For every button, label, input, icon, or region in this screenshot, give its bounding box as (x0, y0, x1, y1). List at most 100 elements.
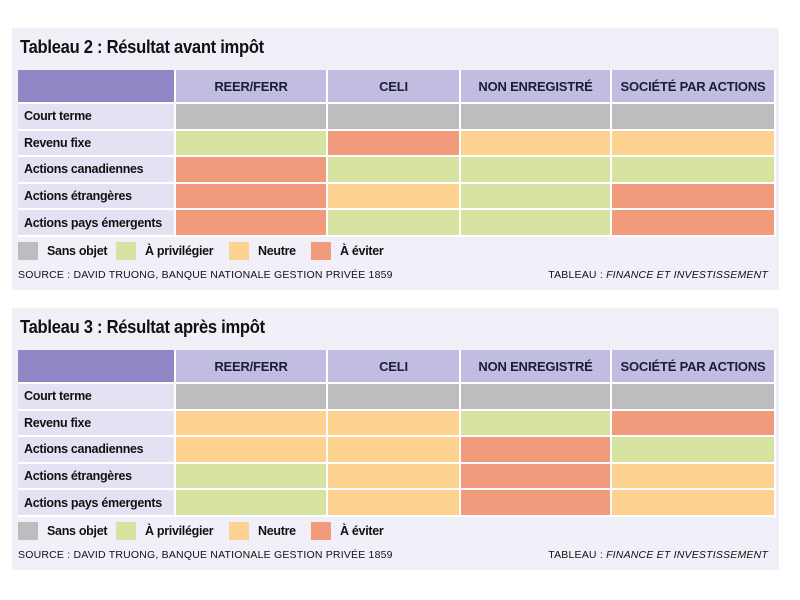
credit-note: TABLEAU : FINANCE ET INVESTISSEMENT (548, 549, 768, 561)
legend-label: Sans objet (47, 524, 108, 538)
legend-item: À éviter (311, 241, 384, 261)
rating-cell (176, 463, 326, 489)
rating-cell (461, 490, 610, 515)
legend-label: Neutre (258, 524, 296, 538)
column-header: NON ENREGISTRÉ (461, 350, 610, 382)
rating-cell (328, 490, 459, 515)
legend-label: Neutre (258, 244, 296, 258)
rating-cell (612, 104, 774, 129)
legend-item: À éviter (311, 521, 384, 541)
rating-cell (176, 130, 326, 156)
legend-label: À éviter (340, 244, 384, 258)
rating-cell (176, 183, 326, 209)
rating-cell (176, 384, 326, 409)
rating-cell (176, 210, 326, 235)
source-note: SOURCE : DAVID TRUONG, BANQUE NATIONALE … (18, 549, 393, 561)
column-header: REER/FERR (176, 350, 326, 382)
table-panel-before-tax: Tableau 2 : Résultat avant impôt REER/FE… (12, 28, 779, 290)
rating-cell (612, 463, 774, 489)
credit-prefix: TABLEAU : (548, 549, 607, 561)
rating-cell (176, 157, 326, 182)
rating-cell (612, 157, 774, 182)
rating-cell (176, 437, 326, 462)
legend-label: À éviter (340, 524, 384, 538)
legend-item: À privilégier (116, 521, 214, 541)
legend-swatch (229, 242, 249, 260)
rating-cell (176, 410, 326, 436)
rating-cell (612, 130, 774, 156)
credit-publication: FINANCE ET INVESTISSEMENT (606, 269, 768, 281)
source-note: SOURCE : DAVID TRUONG, BANQUE NATIONALE … (18, 269, 393, 281)
rating-cell (461, 157, 610, 182)
legend-item: Sans objet (18, 241, 108, 261)
column-header: SOCIÉTÉ PAR ACTIONS (612, 70, 774, 102)
rating-cell (461, 130, 610, 156)
legend: Sans objet À privilégier Neutre À éviter (18, 521, 758, 541)
rating-cell (328, 384, 459, 409)
rating-cell (612, 410, 774, 436)
rating-cell (461, 183, 610, 209)
results-grid: REER/FERR CELI NON ENREGISTRÉ SOCIÉTÉ PAR A… (18, 350, 776, 517)
rating-cell (328, 183, 459, 209)
row-label: Court terme (18, 384, 174, 409)
legend-label: À privilégier (145, 244, 214, 258)
rating-cell (176, 490, 326, 515)
rating-cell (612, 183, 774, 209)
legend-swatch (116, 522, 136, 540)
row-label: Court terme (18, 104, 174, 129)
credit-publication: FINANCE ET INVESTISSEMENT (606, 549, 768, 561)
row-label: Actions étrangères (18, 183, 174, 209)
rating-cell (328, 104, 459, 129)
rating-cell (612, 384, 774, 409)
row-label: Actions pays émergents (18, 490, 174, 515)
rating-cell (461, 437, 610, 462)
legend-item: À privilégier (116, 241, 214, 261)
row-label: Actions étrangères (18, 463, 174, 489)
row-label: Revenu fixe (18, 410, 174, 436)
table-title: Tableau 3 : Résultat après impôt (20, 317, 265, 337)
rating-cell (328, 210, 459, 235)
row-label: Actions canadiennes (18, 437, 174, 462)
header-corner (18, 70, 174, 102)
legend-swatch (311, 522, 331, 540)
rating-cell (612, 437, 774, 462)
rating-cell (328, 157, 459, 182)
legend-swatch (229, 522, 249, 540)
rating-cell (612, 210, 774, 235)
legend: Sans objet À privilégier Neutre À éviter (18, 241, 758, 261)
table-panel-after-tax: Tableau 3 : Résultat après impôt REER/FE… (12, 308, 779, 570)
rating-cell (328, 410, 459, 436)
table-title: Tableau 2 : Résultat avant impôt (20, 37, 264, 57)
legend-item: Neutre (229, 521, 296, 541)
rating-cell (176, 104, 326, 129)
legend-swatch (311, 242, 331, 260)
rating-cell (461, 384, 610, 409)
legend-item: Sans objet (18, 521, 108, 541)
column-header: CELI (328, 70, 459, 102)
row-label: Actions canadiennes (18, 157, 174, 182)
column-header: SOCIÉTÉ PAR ACTIONS (612, 350, 774, 382)
legend-item: Neutre (229, 241, 296, 261)
legend-label: À privilégier (145, 524, 214, 538)
credit-note: TABLEAU : FINANCE ET INVESTISSEMENT (548, 269, 768, 281)
column-header: NON ENREGISTRÉ (461, 70, 610, 102)
header-corner (18, 350, 174, 382)
credit-prefix: TABLEAU : (548, 269, 607, 281)
legend-label: Sans objet (47, 244, 108, 258)
rating-cell (612, 490, 774, 515)
rating-cell (461, 410, 610, 436)
rating-cell (328, 130, 459, 156)
legend-swatch (18, 242, 38, 260)
row-label: Actions pays émergents (18, 210, 174, 235)
legend-swatch (116, 242, 136, 260)
column-header: REER/FERR (176, 70, 326, 102)
results-grid: REER/FERR CELI NON ENREGISTRÉ SOCIÉTÉ PAR A… (18, 70, 776, 237)
column-header: CELI (328, 350, 459, 382)
rating-cell (328, 463, 459, 489)
row-label: Revenu fixe (18, 130, 174, 156)
rating-cell (461, 104, 610, 129)
rating-cell (461, 463, 610, 489)
rating-cell (328, 437, 459, 462)
legend-swatch (18, 522, 38, 540)
rating-cell (461, 210, 610, 235)
